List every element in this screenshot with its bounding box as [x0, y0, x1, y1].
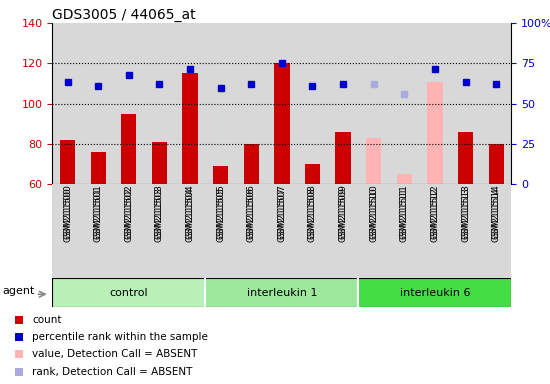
Bar: [359, 184, 389, 278]
Text: GSM211507: GSM211507: [277, 184, 287, 239]
Text: agent: agent: [3, 286, 35, 296]
Bar: [91, 152, 106, 184]
Text: GSM211509: GSM211509: [339, 184, 348, 239]
Bar: [113, 184, 144, 278]
Bar: [113, 23, 144, 184]
Text: GSM211510: GSM211510: [369, 184, 378, 239]
Bar: [244, 144, 259, 184]
Text: GSM211512: GSM211512: [431, 187, 439, 242]
Text: GSM211513: GSM211513: [461, 187, 470, 242]
Bar: [397, 174, 412, 184]
Bar: [205, 184, 236, 278]
Bar: [60, 140, 75, 184]
Bar: [175, 184, 205, 278]
Bar: [175, 23, 205, 184]
Text: GSM211506: GSM211506: [247, 184, 256, 239]
Bar: [336, 132, 351, 184]
Bar: [267, 184, 297, 278]
Bar: [183, 73, 197, 184]
Text: GSM211504: GSM211504: [185, 184, 195, 239]
Text: GSM211511: GSM211511: [400, 184, 409, 239]
Bar: [305, 164, 320, 184]
Text: GSM211508: GSM211508: [308, 184, 317, 239]
Text: GSM211503: GSM211503: [155, 184, 164, 239]
Bar: [121, 114, 136, 184]
Text: GSM211500: GSM211500: [63, 184, 72, 239]
Bar: [236, 184, 267, 278]
Bar: [267, 23, 297, 184]
Bar: [359, 278, 512, 307]
Bar: [213, 166, 228, 184]
Bar: [152, 142, 167, 184]
Text: GSM211510: GSM211510: [369, 187, 378, 242]
Bar: [274, 63, 289, 184]
Text: rank, Detection Call = ABSENT: rank, Detection Call = ABSENT: [32, 366, 192, 377]
Bar: [52, 23, 83, 184]
Bar: [328, 184, 359, 278]
Text: control: control: [109, 288, 148, 298]
Text: GSM211501: GSM211501: [94, 187, 103, 242]
Text: count: count: [32, 314, 62, 325]
Bar: [297, 23, 328, 184]
Bar: [236, 23, 267, 184]
Bar: [366, 138, 381, 184]
Text: GSM211511: GSM211511: [400, 187, 409, 242]
Text: GSM211505: GSM211505: [216, 187, 225, 242]
Text: GSM211513: GSM211513: [461, 184, 470, 239]
Text: GSM211509: GSM211509: [339, 187, 348, 242]
Bar: [481, 23, 512, 184]
Text: value, Detection Call = ABSENT: value, Detection Call = ABSENT: [32, 349, 197, 359]
Text: percentile rank within the sample: percentile rank within the sample: [32, 332, 208, 342]
Bar: [83, 23, 113, 184]
Bar: [427, 81, 443, 184]
Text: GSM211508: GSM211508: [308, 187, 317, 242]
Text: interleukin 1: interleukin 1: [246, 288, 317, 298]
Bar: [488, 144, 504, 184]
Bar: [205, 278, 359, 307]
Text: GSM211506: GSM211506: [247, 187, 256, 242]
Bar: [458, 132, 473, 184]
Text: GSM211512: GSM211512: [431, 184, 439, 239]
Bar: [420, 23, 450, 184]
Bar: [144, 184, 175, 278]
Bar: [52, 278, 205, 307]
Bar: [83, 184, 113, 278]
Bar: [328, 23, 359, 184]
Text: GSM211500: GSM211500: [63, 187, 72, 242]
Text: GSM211514: GSM211514: [492, 187, 500, 242]
Bar: [389, 184, 420, 278]
Bar: [450, 23, 481, 184]
Text: GSM211505: GSM211505: [216, 184, 225, 239]
Bar: [297, 184, 328, 278]
Text: GSM211503: GSM211503: [155, 187, 164, 242]
Text: interleukin 6: interleukin 6: [400, 288, 470, 298]
Text: GSM211502: GSM211502: [124, 184, 133, 239]
Text: GDS3005 / 44065_at: GDS3005 / 44065_at: [52, 8, 196, 22]
Bar: [205, 23, 236, 184]
Text: GSM211504: GSM211504: [185, 187, 195, 242]
Text: GSM211502: GSM211502: [124, 187, 133, 242]
Bar: [389, 23, 420, 184]
Bar: [144, 23, 175, 184]
Bar: [359, 23, 389, 184]
Text: GSM211514: GSM211514: [492, 184, 500, 239]
Bar: [481, 184, 512, 278]
Bar: [52, 184, 83, 278]
Bar: [450, 184, 481, 278]
Bar: [420, 184, 450, 278]
Text: GSM211507: GSM211507: [277, 187, 287, 242]
Text: GSM211501: GSM211501: [94, 184, 103, 239]
